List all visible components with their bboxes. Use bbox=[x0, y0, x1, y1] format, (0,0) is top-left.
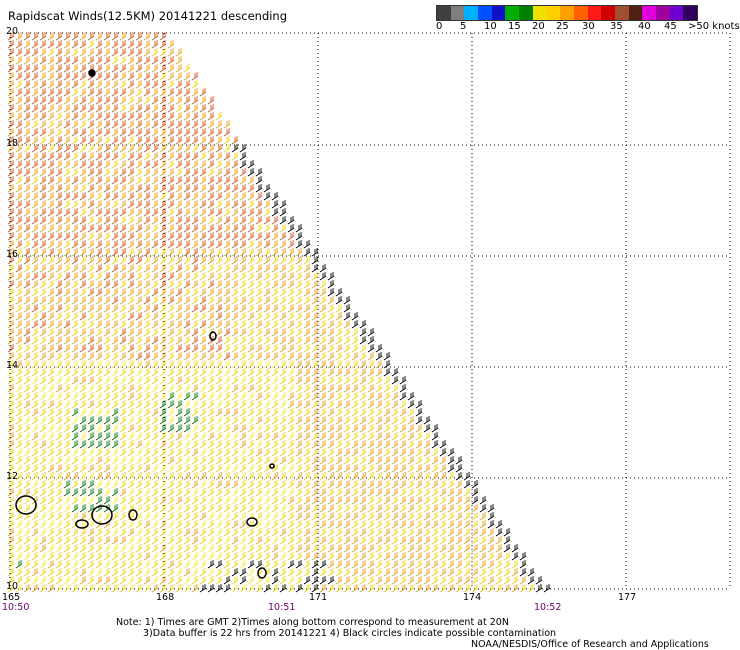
legend-color-18 bbox=[683, 6, 698, 20]
wind-barbs bbox=[7, 32, 551, 593]
legend-label-0: 0 bbox=[436, 21, 443, 32]
legend-color-6 bbox=[519, 6, 533, 20]
lon-label-168: 168 bbox=[156, 592, 175, 603]
note-line-3: NOAA/NESDIS/Office of Research and Appli… bbox=[471, 639, 709, 650]
lat-label-14: 14 bbox=[6, 360, 19, 371]
legend-label-2: 10 bbox=[484, 21, 497, 32]
contamination-outline bbox=[128, 509, 138, 521]
time-label-mid: 10:51 bbox=[268, 602, 296, 613]
lon-label-177: 177 bbox=[618, 592, 637, 603]
time-label-start: 10:50 bbox=[2, 602, 30, 613]
lat-label-10: 10 bbox=[6, 581, 19, 592]
wind-barb-group bbox=[15, 392, 199, 569]
contamination-outline bbox=[257, 567, 267, 579]
legend-label-4: 20 bbox=[532, 21, 545, 32]
contamination-outline bbox=[75, 519, 89, 529]
legend-label-10: >50 knots bbox=[688, 21, 740, 32]
legend-color-15 bbox=[642, 6, 656, 20]
legend-color-8 bbox=[546, 6, 561, 20]
legend-label-8: 40 bbox=[638, 21, 651, 32]
lon-label-174: 174 bbox=[463, 592, 482, 603]
wind-barb-group bbox=[7, 360, 295, 593]
lat-label-12: 12 bbox=[6, 471, 19, 482]
time-label-end: 10:52 bbox=[534, 602, 562, 613]
legend-color-2 bbox=[464, 6, 479, 20]
legend-color-14 bbox=[628, 6, 643, 20]
legend-label-9: 45 bbox=[664, 21, 677, 32]
legend-label-1: 5 bbox=[460, 21, 467, 32]
wind-speed-color-legend bbox=[436, 5, 699, 21]
note-line-2: 3)Data buffer is 22 hrs from 20141221 4)… bbox=[143, 628, 557, 639]
legend-label-5: 25 bbox=[556, 21, 569, 32]
lat-label-18: 18 bbox=[6, 138, 19, 149]
contamination-dot bbox=[89, 70, 95, 76]
legend-color-3 bbox=[478, 6, 492, 20]
wind-barb-group bbox=[199, 144, 551, 593]
contamination-outline bbox=[91, 505, 113, 525]
note-line-1: Note: 1) Times are GMT 2)Times along bot… bbox=[116, 617, 509, 628]
legend-label-6: 30 bbox=[582, 21, 595, 32]
legend-color-11 bbox=[587, 6, 602, 20]
contamination-outline bbox=[269, 463, 275, 469]
figure-title: Rapidscat Winds(12.5KM) 20141221 descend… bbox=[8, 9, 288, 23]
legend-color-13 bbox=[614, 6, 629, 20]
legend-color-5 bbox=[505, 6, 520, 20]
wind-barb-group bbox=[7, 40, 535, 593]
lat-label-16: 16 bbox=[6, 249, 19, 260]
contamination-outline bbox=[88, 69, 96, 77]
wind-barb-group bbox=[7, 32, 527, 593]
legend-label-3: 15 bbox=[508, 21, 521, 32]
legend-color-1 bbox=[450, 6, 465, 20]
legend-label-7: 35 bbox=[610, 21, 623, 32]
contamination-outline bbox=[209, 331, 217, 341]
lon-label-171: 171 bbox=[309, 592, 328, 603]
legend-color-7 bbox=[532, 6, 547, 20]
legend-color-17 bbox=[669, 6, 684, 20]
lon-label-165: 165 bbox=[2, 592, 21, 603]
lat-label-20: 20 bbox=[6, 26, 19, 37]
legend-color-0 bbox=[437, 6, 451, 20]
legend-color-10 bbox=[573, 6, 588, 20]
contamination-outline bbox=[15, 495, 37, 515]
contamination-outline bbox=[246, 517, 258, 527]
legend-color-9 bbox=[560, 6, 574, 20]
legend-color-4 bbox=[491, 6, 506, 20]
wind-barb-group bbox=[7, 32, 295, 361]
legend-color-12 bbox=[601, 6, 615, 20]
legend-labels: 0 5 10 15 20 25 30 35 40 45 >50 knots bbox=[428, 21, 740, 35]
legend-color-16 bbox=[656, 6, 670, 20]
